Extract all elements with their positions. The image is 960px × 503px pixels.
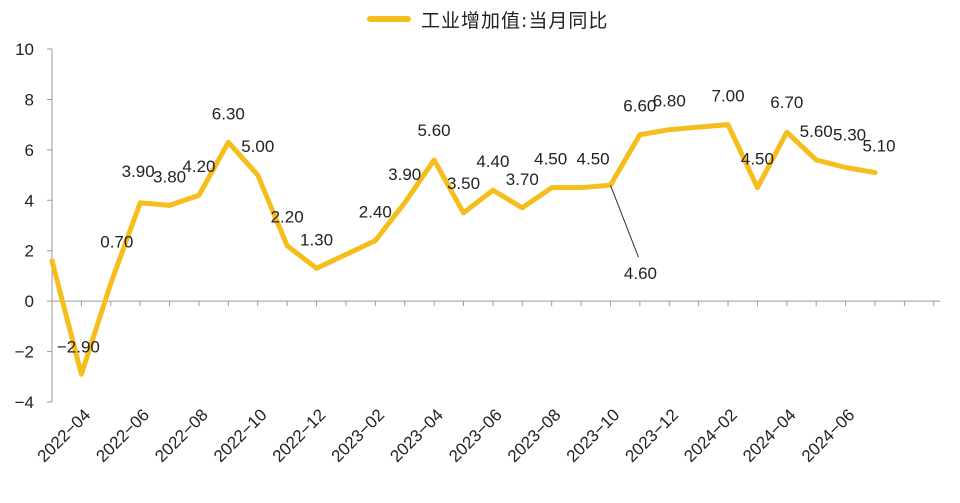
data-label: 3.80 [153,167,186,186]
data-label: 4.60 [624,264,657,283]
data-label: 4.50 [534,150,567,169]
data-label: 4.40 [476,152,509,171]
x-tick-label: 2023−06 [445,405,506,466]
data-label: 4.20 [182,157,215,176]
data-label: 2.40 [359,203,392,222]
data-label: 2.20 [271,208,304,227]
data-label: 5.30 [833,126,866,145]
legend-swatch [367,16,411,22]
data-label: 4.50 [741,150,774,169]
data-label: 0.70 [100,232,133,251]
x-tick-label: 2023−08 [504,405,565,466]
data-label: −2.90 [57,337,100,356]
legend-label: 工业增加值:当月同比 [421,9,609,32]
y-tick-label: 6 [25,141,34,160]
x-tick-label: 2022−06 [92,405,153,466]
x-tick-label: 2023−02 [328,405,389,466]
data-label: 6.60 [623,97,656,116]
legend: 工业增加值:当月同比 [367,4,608,34]
data-label: 4.50 [577,150,610,169]
y-tick-label: −4 [15,393,34,412]
series-line [49,122,878,377]
y-tick-label: −2 [15,343,34,362]
data-label: 3.70 [506,170,539,189]
x-tick-label: 2023−10 [563,405,624,466]
x-tick-label: 2022−10 [210,405,271,466]
y-tick-label: 10 [15,40,34,59]
data-label: 6.70 [770,93,803,112]
x-tick-label: 2022−08 [151,405,212,466]
x-tick-label: 2022−12 [269,405,330,466]
x-tick-label: 2024−06 [798,405,859,466]
data-label: 1.30 [300,230,333,249]
data-label: 6.30 [212,104,245,123]
data-label: 5.10 [862,137,895,156]
data-label: 5.60 [800,122,833,141]
data-label: 3.90 [388,165,421,184]
x-tick-label: 2024−04 [739,405,800,466]
y-tick-label: 0 [25,292,34,311]
data-label: 6.80 [653,92,686,111]
x-tick-label: 2023−04 [386,405,447,466]
data-label: 3.90 [122,162,155,181]
x-tick-label: 2024−02 [680,405,741,466]
data-label: 5.00 [241,137,274,156]
data-label: 3.50 [447,174,480,193]
x-tick-label: 2022−04 [34,405,95,466]
y-tick-label: 2 [25,242,34,261]
y-tick-label: 4 [25,191,34,210]
data-label: 7.00 [711,87,744,106]
data-label: 5.60 [418,121,451,140]
x-tick-label: 2023−12 [622,405,683,466]
label-leader-line [609,184,639,258]
y-tick-label: 8 [25,90,34,109]
